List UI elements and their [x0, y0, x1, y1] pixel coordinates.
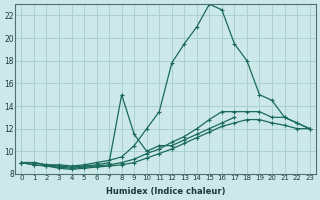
- X-axis label: Humidex (Indice chaleur): Humidex (Indice chaleur): [106, 187, 225, 196]
